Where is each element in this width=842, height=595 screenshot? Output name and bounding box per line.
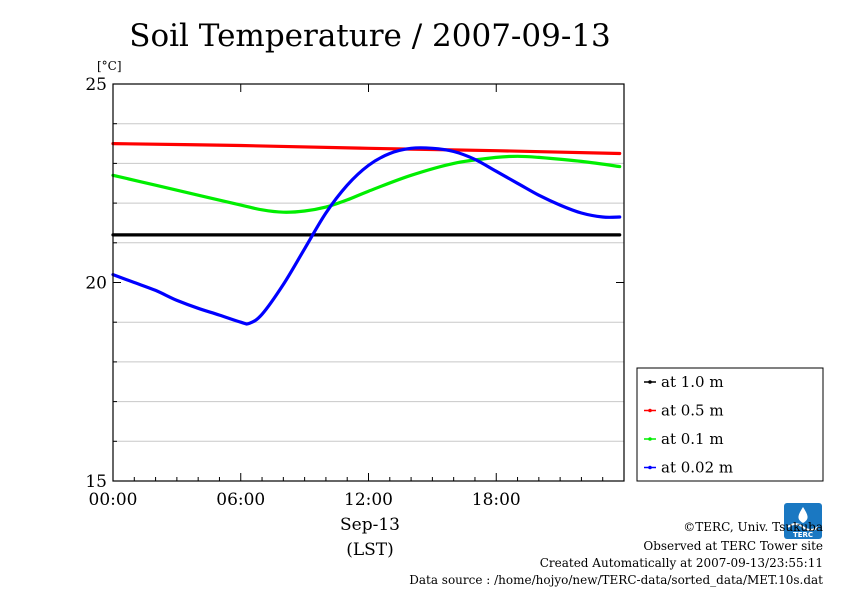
legend-label-0: at 1.0 m <box>661 373 724 391</box>
axis-ticks: 15 20 25 00:00 06:00 12:00 18:00 <box>85 75 624 510</box>
logo-wave-icon <box>787 523 819 531</box>
x-axis-sublabel: (LST) <box>346 540 394 560</box>
legend-marker-1 <box>648 408 652 413</box>
gridlines <box>113 123 624 442</box>
legend-marker-0 <box>648 380 652 384</box>
logo-text: TERC <box>793 531 813 539</box>
series-line-1 <box>111 142 622 156</box>
chart-title: Soil Temperature / 2007-09-13 <box>129 18 611 54</box>
copyright-text: ©TERC, Univ. Tsukuba <box>683 520 823 534</box>
data-source-text: Data source : /home/hojyo/new/TERC-data/… <box>409 573 823 587</box>
legend-box <box>636 367 824 482</box>
legend-label-2: at 0.1 m <box>661 430 724 448</box>
observed-text: Observed at TERC Tower site <box>643 539 823 553</box>
legend-items: at 1.0 m at 0.5 m at 0.1 m at 0.02 m <box>644 373 733 477</box>
y-tick-label-20: 20 <box>85 274 107 294</box>
logo-drop-icon <box>798 507 808 523</box>
y-axis-unit-label: [°C] <box>97 59 122 73</box>
terc-logo: TERC <box>784 503 822 539</box>
series-line-2 <box>111 154 622 214</box>
y-tick-label-25: 25 <box>85 75 107 95</box>
x-tick-label-0: 00:00 <box>89 490 138 510</box>
x-axis-label: Sep-13 <box>340 515 400 535</box>
legend-label-3: at 0.02 m <box>661 459 733 477</box>
legend-marker-3 <box>648 465 652 470</box>
y-tick-label-15: 15 <box>85 472 107 492</box>
series-lines <box>111 142 622 326</box>
x-tick-label-6: 06:00 <box>216 490 265 510</box>
x-tick-label-18: 18:00 <box>472 490 521 510</box>
legend-label-1: at 0.5 m <box>661 402 724 420</box>
legend: at 1.0 m at 0.5 m at 0.1 m at 0.02 m <box>636 367 824 482</box>
series-line-3 <box>111 146 622 326</box>
legend-marker-2 <box>648 437 652 441</box>
x-tick-label-12: 12:00 <box>344 490 393 510</box>
created-text: Created Automatically at 2007-09-13/23:5… <box>540 556 823 570</box>
